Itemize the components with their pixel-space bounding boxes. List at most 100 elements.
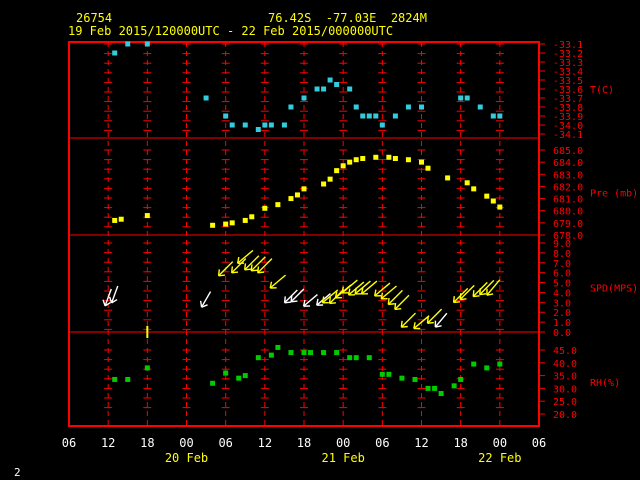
humidity-point [451, 383, 457, 389]
pressure-point [210, 222, 216, 228]
y-tick-label: -33.9 [553, 112, 583, 123]
pressure-point [386, 154, 392, 160]
temperature-point [490, 113, 496, 119]
wind-arrow [108, 285, 119, 304]
y-tick-label: 7.0 [553, 259, 571, 270]
temperature-point [125, 41, 131, 47]
y-tick-label: 679.0 [553, 219, 583, 230]
humidity-point [288, 350, 294, 356]
pressure-point [334, 168, 340, 174]
temperature-point [288, 104, 294, 110]
y-tick-label: 20.0 [553, 410, 577, 421]
temperature-point [405, 104, 411, 110]
temperature-point [458, 95, 464, 101]
temperature-point [366, 113, 372, 119]
pressure-point [405, 157, 411, 163]
humidity-point [347, 355, 353, 361]
y-tick-label: 683.0 [553, 170, 583, 181]
pressure-point [112, 217, 118, 223]
y-tick-label: -33.7 [553, 94, 583, 105]
x-tick-label: 18 [453, 436, 467, 450]
humidity-point [210, 380, 216, 386]
temperature-point [203, 95, 209, 101]
humidity-point [112, 376, 118, 382]
pressure-point [340, 163, 346, 169]
temperature-point [144, 41, 150, 47]
y-tick-label: 45.0 [553, 346, 577, 357]
wind-arrow [269, 274, 286, 289]
wind-arrow [354, 280, 371, 295]
x-tick-label: 12 [101, 436, 115, 450]
y-tick-label: 5.0 [553, 279, 571, 290]
wind-arrow [257, 258, 273, 274]
y-tick-label: 3.0 [553, 298, 571, 309]
y-tick-label: 30.0 [553, 384, 577, 395]
y-axis-label: RH(%) [590, 378, 620, 389]
pressure-point [464, 180, 470, 186]
pressure-point [262, 205, 268, 211]
wind-arrow [321, 289, 339, 304]
humidity-point [301, 350, 307, 356]
y-tick-label: 40.0 [553, 359, 577, 370]
y-tick-label: -33.1 [553, 40, 583, 51]
y-axis-label: SPD(MPS) [590, 284, 638, 295]
y-tick-label: 25.0 [553, 397, 577, 408]
humidity-point [125, 376, 131, 382]
pressure-point [223, 221, 229, 227]
pressure-point [484, 193, 490, 199]
humidity-point [255, 355, 261, 361]
wind-arrow [341, 279, 358, 294]
y-tick-label: -33.8 [553, 103, 583, 114]
humidity-point [484, 365, 490, 371]
x-tick-label: 18 [140, 436, 154, 450]
y-tick-label: 6.0 [553, 269, 571, 280]
y-tick-label: -33.4 [553, 67, 583, 78]
y-tick-label: -33.2 [553, 49, 583, 60]
x-tick-label: 06 [62, 436, 76, 450]
humidity-point [497, 361, 503, 367]
pressure-point [288, 196, 294, 202]
x-date-label: 20 Feb [165, 451, 208, 465]
wind-arrow [244, 255, 260, 271]
temperature-point [112, 50, 118, 56]
y-tick-label: 8.0 [553, 249, 571, 260]
wind-arrow [400, 312, 417, 328]
wind-arrow [230, 258, 247, 274]
temperature-point [392, 113, 398, 119]
y-axis-label: Pre (mb) [590, 189, 638, 200]
pressure-point [275, 202, 281, 208]
wind-arrow [360, 280, 378, 295]
x-tick-label: 12 [258, 436, 272, 450]
wind-arrow [387, 289, 403, 306]
wind-arrow [479, 279, 495, 296]
pressure-point [490, 198, 496, 204]
x-date-label: 21 Feb [321, 451, 364, 465]
wind-arrow [434, 312, 448, 328]
humidity-point [242, 373, 248, 379]
y-tick-label: 2.0 [553, 308, 571, 319]
humidity-point [268, 352, 274, 358]
wind-arrow [199, 291, 212, 308]
y-tick-label: -33.6 [553, 85, 583, 96]
pressure-point [144, 213, 150, 219]
wind-arrow [250, 256, 266, 272]
date-range: 19 Feb 2015/120000UTC - 22 Feb 2015/0000… [68, 24, 394, 38]
temperature-point [327, 77, 333, 83]
temperature-point [347, 86, 353, 92]
pressure-point [249, 214, 255, 220]
temperature-point [281, 122, 287, 128]
y-tick-label: 4.0 [553, 288, 571, 299]
pressure-point [242, 217, 248, 223]
humidity-point [366, 355, 372, 361]
pressure-point [327, 176, 333, 182]
temperature-point [373, 113, 379, 119]
y-tick-label: -33.3 [553, 58, 583, 69]
humidity-point [425, 385, 431, 391]
humidity-point [399, 375, 405, 381]
wind-arrow [486, 279, 501, 296]
humidity-point [438, 391, 444, 397]
y-tick-label: 9.0 [553, 239, 571, 250]
humidity-point [236, 375, 242, 381]
temperature-point [268, 122, 274, 128]
y-tick-label: 684.0 [553, 158, 583, 169]
